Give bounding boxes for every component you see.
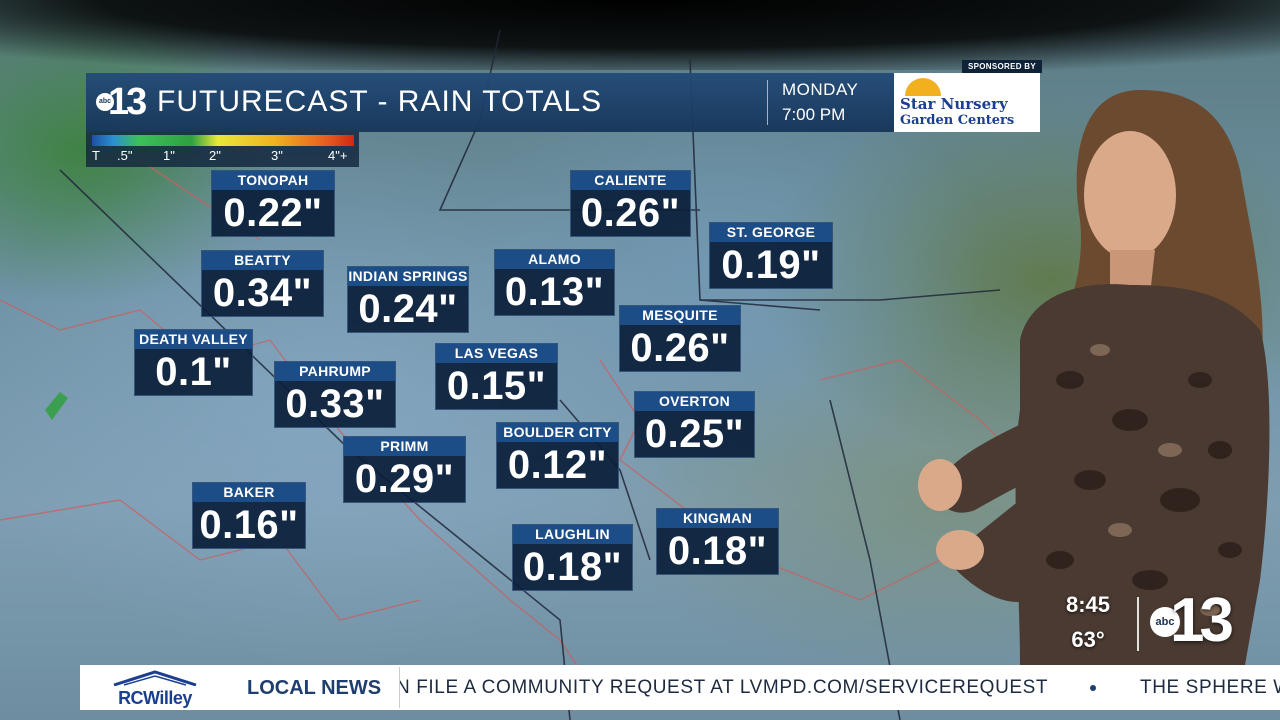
city-box-indian-springs: INDIAN SPRINGS 0.24" (347, 266, 469, 333)
forecast-day: MONDAY (782, 80, 859, 99)
ticker-scroll-area: N FILE A COMMUNITY REQUEST AT LVMPD.COM/… (400, 666, 1280, 709)
rain-total: 0.34" (212, 271, 313, 315)
page-title: FUTURECAST - RAIN TOTALS (157, 85, 603, 118)
city-name: PAHRUMP (275, 362, 395, 381)
rain-total: 0.22" (223, 191, 323, 235)
city-name: INDIAN SPRINGS (348, 267, 468, 286)
sun-icon (905, 78, 941, 96)
city-box-st-george: ST. GEORGE 0.19" (709, 222, 833, 289)
house-roof-icon (113, 670, 197, 686)
advertiser-logo: RCWilley (118, 688, 192, 708)
legend-label: 2" (209, 148, 221, 163)
presenter (918, 90, 1270, 665)
city-box-pahrump: PAHRUMP 0.33" (274, 361, 396, 428)
rain-total: 0.13" (504, 270, 605, 314)
city-box-baker: BAKER 0.16" (192, 482, 306, 549)
rain-total: 0.18" (522, 545, 623, 589)
clock-divider (1137, 597, 1139, 651)
city-box-mesquite: MESQUITE 0.26" (619, 305, 741, 372)
sponsor-name: Star Nursery (900, 95, 1008, 113)
city-name: CALIENTE (571, 171, 690, 190)
rain-total: 0.24" (358, 287, 458, 331)
rain-total: 0.12" (507, 443, 608, 487)
city-box-caliente: CALIENTE 0.26" (570, 170, 691, 237)
logo-number: 13 (108, 81, 147, 123)
rain-total: 0.25" (644, 412, 745, 456)
city-name: LAUGHLIN (513, 525, 632, 544)
city-name: MESQUITE (620, 306, 740, 325)
rain-total: 0.26" (580, 191, 681, 235)
city-box-kingman: KINGMAN 0.18" (656, 508, 779, 575)
city-box-death-valley: DEATH VALLEY 0.1" (134, 329, 253, 396)
city-name: ST. GEORGE (710, 223, 832, 242)
logo-number: 13 (1170, 586, 1234, 655)
rain-total: 0.29" (354, 457, 455, 501)
abc-logo-icon: abc (1150, 607, 1180, 637)
city-name: BAKER (193, 483, 305, 502)
legend-color-bar (92, 135, 354, 146)
forecast-time: 7:00 PM (782, 105, 846, 124)
news-ticker (80, 665, 1280, 710)
legend-label: 3" (271, 148, 283, 163)
city-box-alamo: ALAMO 0.13" (494, 249, 615, 316)
city-box-tonopah: TONOPAH 0.22" (211, 170, 335, 237)
city-box-overton: OVERTON 0.25" (634, 391, 755, 458)
legend-label: T (92, 148, 100, 163)
city-box-beatty: BEATTY 0.34" (201, 250, 324, 317)
city-box-boulder-city: BOULDER CITY 0.12" (496, 422, 619, 489)
city-name: OVERTON (635, 392, 754, 411)
rain-total: 0.1" (155, 350, 232, 394)
ticker-headline: N FILE A COMMUNITY REQUEST AT LVMPD.COM/… (400, 677, 1049, 698)
rain-total: 0.19" (721, 243, 821, 287)
legend-label: 4"+ (328, 148, 348, 163)
ticker-next-headline: THE SPHERE W (1140, 677, 1280, 698)
sponsor-subname: Garden Centers (900, 113, 1015, 128)
station-logo-large: abc 13 (1150, 585, 1250, 657)
current-temperature: 63° (1071, 627, 1105, 652)
rain-total: 0.18" (667, 529, 768, 573)
abc-logo-icon: abc (96, 93, 114, 111)
header-banner (86, 73, 894, 132)
station-logo: abc 13 (96, 80, 150, 124)
city-name: TONOPAH (212, 171, 334, 190)
ticker-section-label: LOCAL NEWS (247, 677, 382, 699)
city-name: LAS VEGAS (436, 344, 557, 363)
sponsored-by-label: SPONSORED BY (962, 60, 1042, 73)
rain-total: 0.16" (199, 503, 299, 547)
ticker-divider (399, 667, 400, 708)
city-name: DEATH VALLEY (135, 330, 252, 349)
clock: 8:45 (1065, 592, 1111, 617)
city-name: PRIMM (344, 437, 465, 456)
city-name: KINGMAN (657, 509, 778, 528)
city-name: BEATTY (202, 251, 323, 270)
bullet-icon (1090, 685, 1096, 691)
city-box-primm: PRIMM 0.29" (343, 436, 466, 503)
city-name: ALAMO (495, 250, 614, 269)
rain-total: 0.33" (285, 382, 385, 426)
header-divider (767, 80, 768, 125)
legend-label: .5" (117, 148, 133, 163)
rain-total: 0.26" (630, 326, 730, 370)
city-box-las-vegas: LAS VEGAS 0.15" (435, 343, 558, 410)
city-box-laughlin: LAUGHLIN 0.18" (512, 524, 633, 591)
city-name: BOULDER CITY (497, 423, 618, 442)
rain-total: 0.15" (446, 364, 547, 408)
legend-label: 1" (163, 148, 175, 163)
